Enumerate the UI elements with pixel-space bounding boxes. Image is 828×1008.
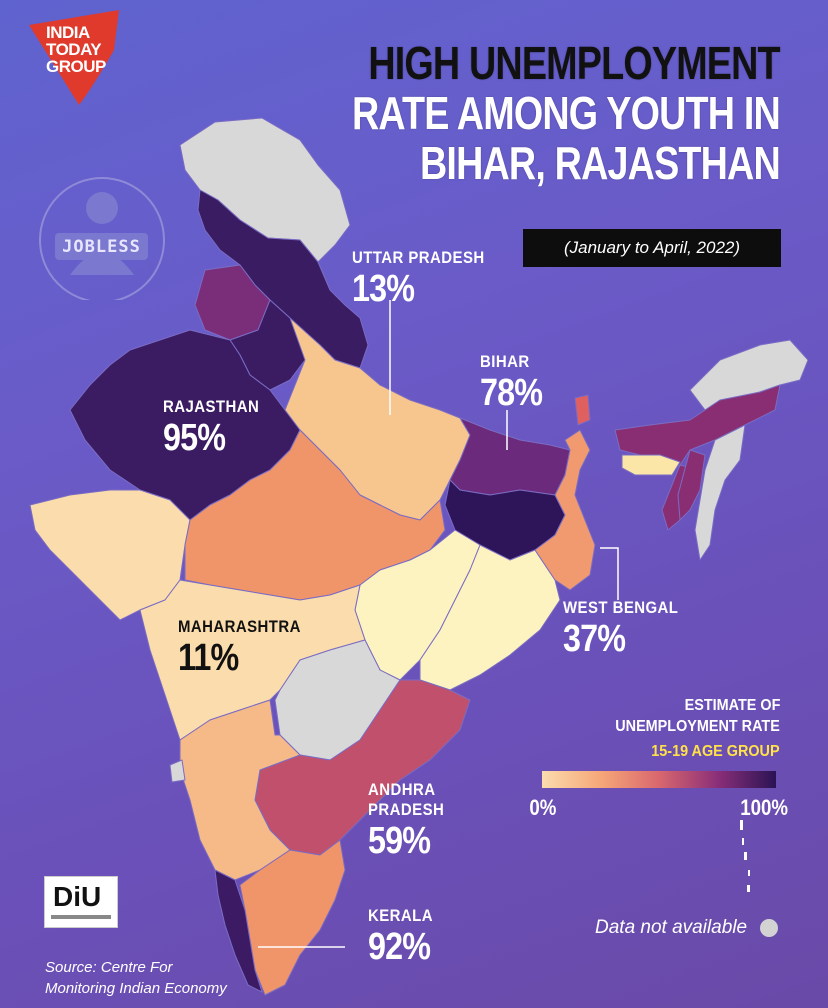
logo-line-3: GROUP (46, 57, 106, 76)
state-west-bengal (534, 429, 596, 591)
state-sikkim (574, 394, 591, 426)
period-label: (January to April, 2022) (523, 229, 781, 267)
state-kerala (214, 869, 263, 993)
logo-line-1: INDIA (46, 23, 90, 42)
state-goa (169, 759, 186, 783)
state-nagaland (694, 424, 746, 561)
title-line-3: BIHAR, RAJASTHAN (420, 137, 781, 189)
state-meghalaya (621, 454, 681, 476)
label-uttar-pradesh-name: UTTAR PRADESH (352, 248, 485, 267)
label-uttar-pradesh-value: 13% (352, 268, 415, 310)
diu-logo-text: DiU (53, 881, 102, 912)
india-today-logo: INDIA TODAY GROUP (24, 10, 124, 106)
legend-title-line-2: UNEMPLOYMENT RATE (615, 718, 780, 735)
label-andhra-pradesh-name-1: ANDHRA (368, 780, 436, 799)
legend-gradient-bar (542, 771, 776, 788)
state-bihar (449, 417, 571, 496)
diu-logo-strip (51, 915, 111, 919)
label-maharashtra-value: 11% (178, 637, 239, 679)
source-line-1: Source: Centre For (45, 959, 173, 976)
label-bihar-name: BIHAR (480, 352, 530, 371)
source-note: Source: Centre For Monitoring Indian Eco… (45, 957, 227, 999)
label-maharashtra-name: MAHARASHTRA (178, 617, 301, 636)
label-andhra-pradesh-value: 59% (368, 820, 431, 862)
title-line-1: HIGH UNEMPLOYMENT (368, 37, 781, 89)
legend-min-label: 0% (529, 795, 557, 820)
diu-logo: DiU (44, 876, 118, 928)
label-rajasthan-name: RAJASTHAN (163, 397, 260, 416)
label-bihar-value: 78% (480, 372, 543, 414)
andaman-islands (740, 820, 750, 892)
label-west-bengal-name: WEST BENGAL (563, 598, 679, 617)
label-kerala-value: 92% (368, 926, 431, 968)
state-mizoram (677, 449, 706, 521)
jobless-badge: JOBLESS (55, 233, 148, 260)
label-andhra-pradesh-name-2: PRADESH (368, 800, 445, 819)
logo-shield-icon (29, 10, 119, 105)
label-kerala-name: KERALA (368, 906, 433, 925)
not-available-label: Data not available (595, 917, 748, 938)
legend-title-line-1: ESTIMATE OF (684, 697, 780, 714)
label-rajasthan-value: 95% (163, 417, 226, 459)
legend-max-label: 100% (740, 795, 789, 820)
label-west-bengal-value: 37% (563, 618, 626, 660)
logo-line-2: TODAY (46, 40, 102, 59)
leader-line-wb (600, 547, 619, 600)
title-line-2: RATE AMONG YOUTH IN (352, 87, 781, 139)
state-tamil-nadu (239, 839, 346, 996)
legend-age-group: 15-19 AGE GROUP (651, 743, 780, 760)
state-karnataka (179, 699, 301, 881)
not-available-swatch (760, 919, 778, 937)
source-line-2: Monitoring Indian Economy (45, 980, 227, 997)
